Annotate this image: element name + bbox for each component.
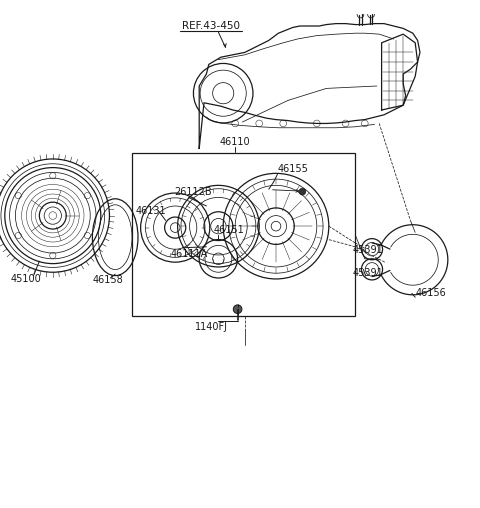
Text: 46155: 46155 [277,164,308,174]
Text: 45100: 45100 [11,274,41,284]
Text: 26112B: 26112B [174,187,212,198]
Text: 46158: 46158 [93,275,123,285]
Text: REF.43-450: REF.43-450 [182,21,240,31]
Circle shape [299,188,306,195]
Text: 46131: 46131 [136,206,167,216]
Text: 45391: 45391 [353,268,384,278]
Text: 46156: 46156 [415,288,446,298]
Text: 46151: 46151 [214,225,244,235]
Text: 1140FJ: 1140FJ [195,322,228,332]
Text: 46111A: 46111A [170,249,208,259]
Text: 45391: 45391 [353,245,384,255]
Bar [132,153,355,316]
Text: 46110: 46110 [220,138,251,147]
Circle shape [233,305,242,313]
